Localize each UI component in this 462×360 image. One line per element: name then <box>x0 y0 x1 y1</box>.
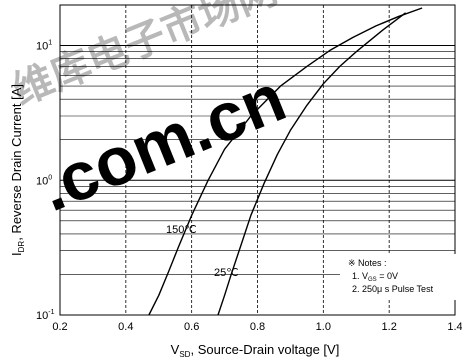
x-tick-label: 1.4 <box>447 321 462 333</box>
major-gridlines <box>60 5 455 315</box>
x-tick-label: 0.6 <box>184 321 199 333</box>
y-tick-label: 101 <box>36 40 52 53</box>
series-layer <box>148 7 423 316</box>
note-1: 1. VGS = 0V <box>352 271 398 283</box>
curve-label-25c: 25℃ <box>214 267 239 279</box>
y-tick-label: 100 <box>36 174 52 187</box>
watermark: 维库电子市场网.com.cn <box>7 0 296 226</box>
x-tick-label: 0.2 <box>52 321 67 333</box>
y-axis-title: IDR, Reverse Drain Current [A] <box>9 84 26 256</box>
x-axis-title: VSD, Source-Drain voltage [V] <box>171 342 340 359</box>
series-line-25c <box>217 12 407 316</box>
x-tick-label: 1.2 <box>382 321 397 333</box>
notes-box: ※ Notes : 1. VGS = 0V 2. 250μ s Pulse Te… <box>340 254 458 300</box>
notes-title: ※ Notes : <box>348 258 387 268</box>
notes-background <box>340 254 458 300</box>
x-tick-label: 0.8 <box>250 321 265 333</box>
y-tick-labels: 10-1 100 101 <box>36 40 55 322</box>
x-tick-labels: 0.2 0.4 0.6 0.8 1.0 1.2 1.4 <box>52 321 462 333</box>
curve-label-150c: 150℃ <box>166 224 197 236</box>
note-2: 2. 250μ s Pulse Test <box>352 284 434 294</box>
y-tick-label: 10-1 <box>36 309 55 322</box>
x-tick-label: 1.0 <box>316 321 331 333</box>
series-line-150c <box>148 7 423 316</box>
x-tick-label: 0.4 <box>118 321 133 333</box>
plot-frame <box>59 4 456 316</box>
